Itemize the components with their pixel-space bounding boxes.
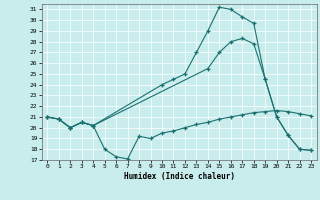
X-axis label: Humidex (Indice chaleur): Humidex (Indice chaleur) — [124, 172, 235, 181]
